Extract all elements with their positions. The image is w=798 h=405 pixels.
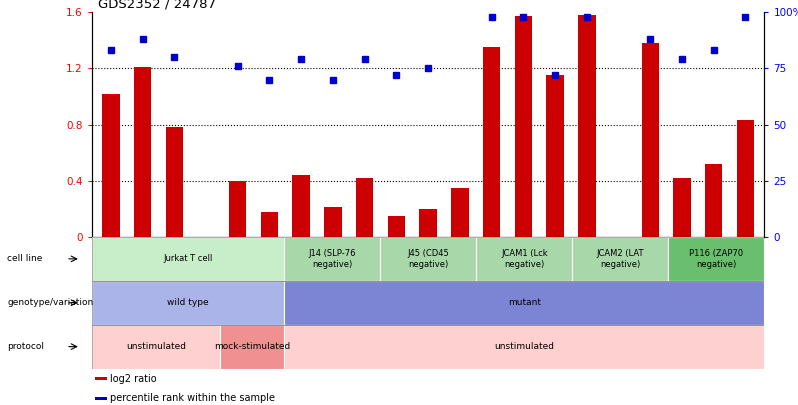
Text: protocol: protocol: [7, 342, 45, 351]
Text: J45 (CD45
negative): J45 (CD45 negative): [407, 249, 449, 269]
Text: J14 (SLP-76
negative): J14 (SLP-76 negative): [308, 249, 356, 269]
Bar: [572, 237, 669, 281]
Bar: [229, 181, 247, 237]
Bar: [642, 43, 659, 237]
Text: wild type: wild type: [167, 298, 209, 307]
Bar: [483, 47, 500, 237]
Text: cell line: cell line: [7, 254, 43, 263]
Bar: [669, 237, 764, 281]
Bar: [705, 164, 722, 237]
Bar: [356, 178, 373, 237]
Text: Jurkat T cell: Jurkat T cell: [163, 254, 212, 263]
Bar: [515, 16, 532, 237]
Bar: [95, 377, 107, 380]
Bar: [92, 237, 764, 281]
Text: JCAM2 (LAT
negative): JCAM2 (LAT negative): [597, 249, 644, 269]
Bar: [92, 237, 284, 281]
Bar: [737, 120, 754, 237]
Text: mock-stimulated: mock-stimulated: [214, 342, 290, 351]
Bar: [284, 237, 380, 281]
Bar: [293, 175, 310, 237]
Text: percentile rank within the sample: percentile rank within the sample: [110, 393, 275, 403]
Text: GDS2352 / 24787: GDS2352 / 24787: [98, 0, 216, 11]
Text: mutant: mutant: [508, 298, 541, 307]
Bar: [95, 397, 107, 400]
Bar: [220, 325, 284, 369]
Text: unstimulated: unstimulated: [126, 342, 186, 351]
Bar: [380, 237, 476, 281]
Bar: [92, 325, 220, 369]
Bar: [451, 188, 468, 237]
Bar: [674, 178, 691, 237]
Bar: [388, 216, 405, 237]
Text: JCAM1 (Lck
negative): JCAM1 (Lck negative): [501, 249, 547, 269]
Bar: [324, 207, 342, 237]
Bar: [165, 127, 183, 237]
Bar: [102, 94, 120, 237]
Bar: [420, 209, 437, 237]
Bar: [578, 15, 595, 237]
Bar: [284, 325, 764, 369]
Bar: [134, 67, 152, 237]
Bar: [92, 281, 284, 325]
Bar: [547, 75, 563, 237]
Text: log2 ratio: log2 ratio: [110, 374, 157, 384]
Bar: [92, 325, 764, 369]
Bar: [261, 212, 279, 237]
Bar: [284, 281, 764, 325]
Bar: [476, 237, 572, 281]
Text: unstimulated: unstimulated: [494, 342, 555, 351]
Text: genotype/variation: genotype/variation: [7, 298, 93, 307]
Text: P116 (ZAP70
negative): P116 (ZAP70 negative): [689, 249, 744, 269]
Bar: [92, 281, 764, 325]
